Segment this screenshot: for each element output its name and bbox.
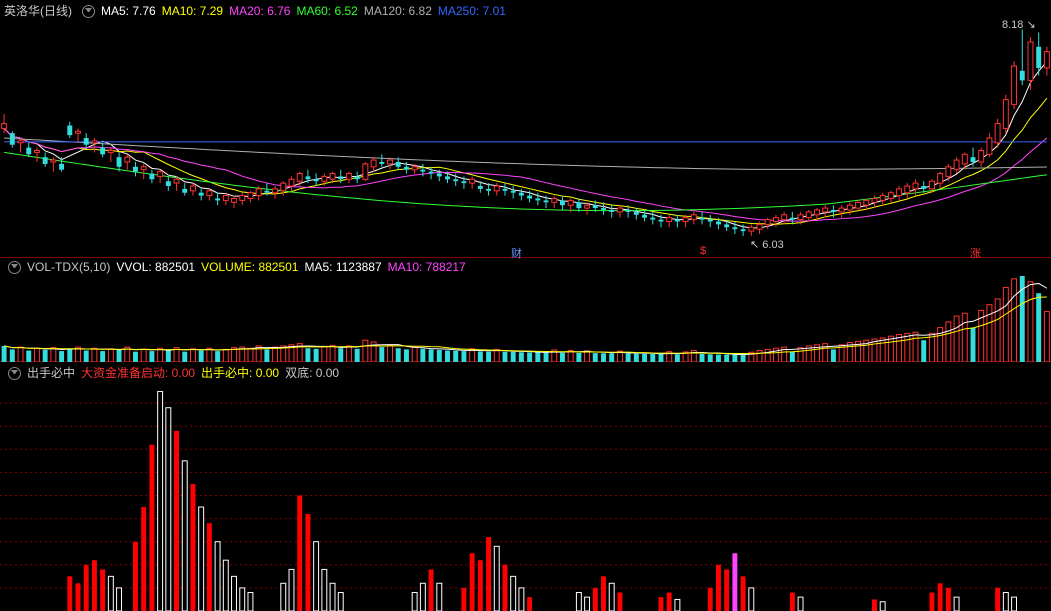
panel-title: 英洛华(日线) [4,4,72,18]
volume-chart[interactable]: VOL-TDX(5,10) VVOL: 882501 VOLUME: 882501 M… [0,258,1051,362]
ma-readout: MA250: 7.01 [438,4,506,18]
panel-header: VOL-TDX(5,10) VVOL: 882501 VOLUME: 882501 M… [4,260,472,274]
ma-readout: MA10: 788217 [388,260,466,274]
ma-readout: MA120: 6.82 [364,4,432,18]
price-chart[interactable]: 英洛华(日线) MA5: 7.76 MA10: 7.29 MA20: 6.76 MA60… [0,0,1051,258]
ma-readout: MA60: 6.52 [296,4,357,18]
panel-header: 出手必中大资金准备启动: 0.00 出手必中: 0.00 双底: 0.00 [4,364,345,381]
ma-readout: MA5: 7.76 [101,4,156,18]
collapse-icon[interactable] [8,261,21,274]
ma-readout: 出手必中: 0.00 [201,366,279,380]
ma-readout: 双底: 0.00 [285,366,339,380]
collapse-icon[interactable] [8,367,21,380]
panel-title: 出手必中 [27,366,75,380]
panel-header: 英洛华(日线) MA5: 7.76 MA10: 7.29 MA20: 6.76 MA60… [4,2,512,19]
collapse-icon[interactable] [82,5,95,18]
ma-readout: MA20: 6.76 [229,4,290,18]
indicator-chart[interactable]: 出手必中大资金准备启动: 0.00 出手必中: 0.00 双底: 0.00 [0,362,1051,611]
ma-readout: MA10: 7.29 [162,4,223,18]
ma-readout: VOLUME: 882501 [201,260,298,274]
ma-readout: 大资金准备启动: 0.00 [81,366,195,380]
ma-readout: VVOL: 882501 [116,260,195,274]
panel-title: VOL-TDX(5,10) [27,260,110,274]
ma-readout: MA5: 1123887 [304,260,381,274]
